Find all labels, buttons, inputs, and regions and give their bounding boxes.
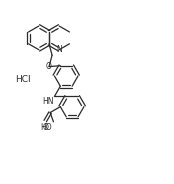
Text: HCl: HCl	[15, 75, 31, 84]
Text: HO: HO	[40, 123, 52, 132]
Text: O: O	[46, 62, 52, 71]
Text: HN: HN	[42, 97, 53, 106]
Text: N: N	[56, 45, 62, 54]
Text: O: O	[42, 123, 48, 132]
